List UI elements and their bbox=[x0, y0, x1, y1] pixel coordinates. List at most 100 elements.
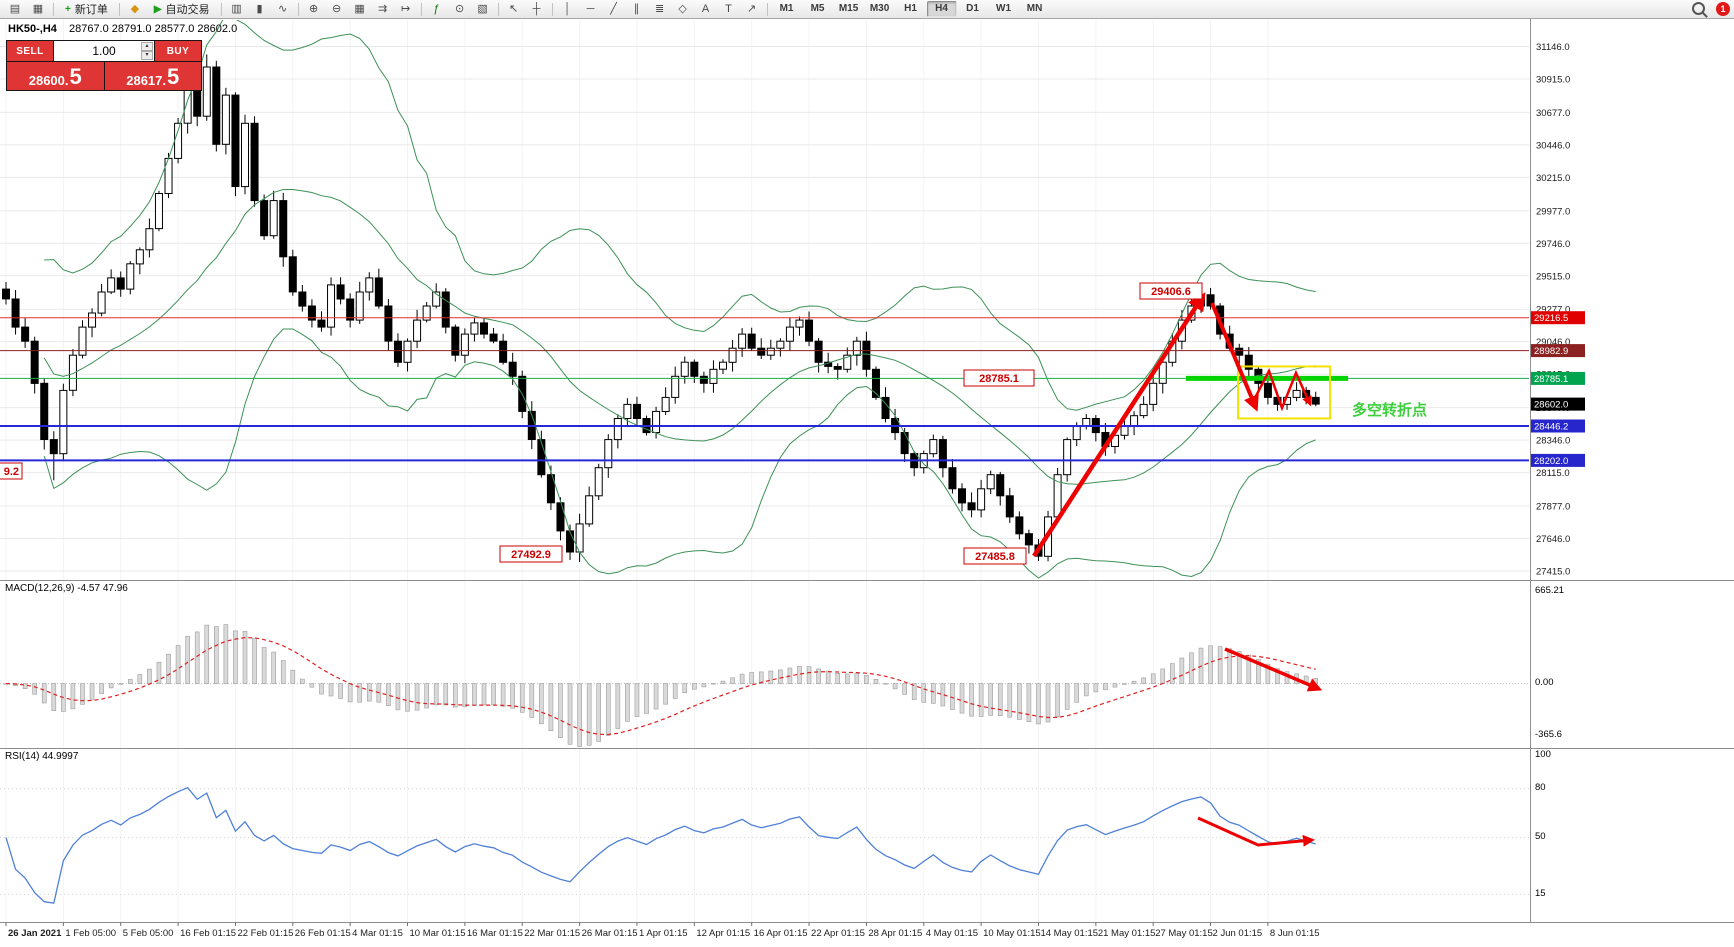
candlestick-mode-icon[interactable]: ▮ bbox=[256, 2, 263, 15]
rsi-scale-50: 50 bbox=[1535, 831, 1546, 842]
sell-price-main: 28600. bbox=[28, 73, 69, 88]
svg-text:30446.0: 30446.0 bbox=[1536, 140, 1570, 151]
price-tag: 28202.0 bbox=[1531, 453, 1585, 467]
svg-text:28785.1: 28785.1 bbox=[1534, 374, 1568, 385]
vertical-gridlines bbox=[5, 20, 1269, 922]
timeframe-w1[interactable]: W1 bbox=[996, 3, 1012, 14]
text-icon[interactable]: A bbox=[701, 2, 710, 15]
rsi-scale-15: 15 bbox=[1535, 888, 1546, 899]
timeframe-h1[interactable]: H1 bbox=[904, 3, 917, 14]
chart-shift-icon[interactable]: ↦ bbox=[400, 2, 411, 15]
svg-text:31146.0: 31146.0 bbox=[1536, 42, 1570, 53]
sell-price-pip: 5 bbox=[69, 64, 82, 90]
timeframe-m1[interactable]: M1 bbox=[779, 3, 794, 14]
channel-icon[interactable]: ∥ bbox=[633, 2, 640, 15]
buy-button[interactable]: BUY bbox=[155, 41, 201, 61]
macd-decline-arrow[interactable] bbox=[1224, 647, 1323, 692]
periods-icon[interactable]: ⊙ bbox=[454, 2, 465, 15]
timeframe-mn[interactable]: MN bbox=[1026, 3, 1043, 14]
price-axis[interactable]: 31146.0 30915.0 30677.0 30446.0 30215.0 29977… bbox=[1531, 42, 1585, 577]
timeframe-h4[interactable]: H4 bbox=[926, 1, 957, 17]
volume-input[interactable]: 1.00 ▴ ▾ bbox=[54, 41, 154, 61]
peak-price-label[interactable]: 29406.6 bbox=[1139, 282, 1203, 300]
axis-column-bg bbox=[1529, 19, 1734, 922]
rsi-scale-100: 100 bbox=[1535, 749, 1551, 760]
candlesticks bbox=[2, 54, 1320, 562]
svg-text:22 Feb 01:15: 22 Feb 01:15 bbox=[237, 928, 293, 939]
timeframe-m15[interactable]: M15 bbox=[838, 3, 859, 14]
svg-text:10 Mar 01:15: 10 Mar 01:15 bbox=[410, 928, 466, 939]
rsi-decline-arrow[interactable] bbox=[1197, 816, 1315, 847]
svg-text:28602.0: 28602.0 bbox=[1534, 400, 1568, 411]
svg-text:29406.6: 29406.6 bbox=[1151, 286, 1191, 298]
expert-advisors-icon[interactable]: ◆ bbox=[130, 2, 140, 15]
svg-text:28 Apr 01:15: 28 Apr 01:15 bbox=[868, 928, 922, 939]
vertical-line-icon[interactable]: │ bbox=[564, 2, 571, 15]
timeframe-m30[interactable]: M30 bbox=[869, 3, 890, 14]
notification-badge[interactable]: 1 bbox=[1716, 2, 1730, 16]
svg-text:26 Jan 2021: 26 Jan 2021 bbox=[8, 928, 62, 939]
turning-point-text: 多空转折点 bbox=[1352, 401, 1427, 419]
sell-price[interactable]: 28600. 5 bbox=[7, 62, 104, 90]
macd-signal-line bbox=[5, 636, 1316, 736]
rsi-title: RSI(14) 44.9997 bbox=[5, 751, 79, 762]
svg-text:27646.0: 27646.0 bbox=[1536, 534, 1570, 545]
svg-text:16 Mar 01:15: 16 Mar 01:15 bbox=[467, 928, 523, 939]
arrows-icon[interactable]: ↗ bbox=[746, 2, 757, 15]
label-icon[interactable]: T bbox=[725, 2, 732, 15]
toolbar-separator bbox=[420, 2, 422, 16]
buy-price[interactable]: 28617. 5 bbox=[104, 62, 201, 90]
templates-icon[interactable]: ▧ bbox=[477, 2, 488, 15]
macd-scale-bottom: -365.6 bbox=[1535, 729, 1562, 740]
horizontal-level-lines[interactable] bbox=[0, 317, 1529, 462]
search-icon[interactable] bbox=[1692, 1, 1705, 15]
consolidation-box bbox=[1237, 365, 1331, 420]
new-chart-icon[interactable]: ▤ bbox=[9, 2, 21, 15]
fibonacci-icon[interactable]: ≣ bbox=[654, 2, 665, 15]
march-low-label[interactable]: 27492.9 bbox=[499, 545, 563, 563]
timeframe-d1[interactable]: D1 bbox=[966, 3, 979, 14]
svg-text:28115.0: 28115.0 bbox=[1536, 468, 1570, 479]
tile-windows-icon[interactable]: ▦ bbox=[354, 2, 365, 15]
sell-button[interactable]: SELL bbox=[7, 41, 53, 61]
horizontal-line-icon[interactable]: ─ bbox=[586, 2, 595, 15]
symbol-info: HK50-,H4 28767.0 28791.0 28577.0 28602.0 bbox=[8, 23, 237, 35]
svg-text:30915.0: 30915.0 bbox=[1536, 74, 1570, 85]
toolbar-separator bbox=[53, 2, 54, 16]
svg-text:29046.0: 29046.0 bbox=[1536, 337, 1570, 348]
timeframe-m5[interactable]: M5 bbox=[810, 3, 825, 14]
crosshair-icon[interactable]: ┼ bbox=[532, 2, 541, 15]
line-chart-mode-icon[interactable]: ∿ bbox=[277, 2, 288, 15]
bollinger-lower bbox=[43, 328, 1316, 579]
chart-annotations[interactable]: 多空转折点 29406.6 28785.1 27492.9 27485.8 9.2 bbox=[0, 282, 1427, 565]
zigzag-arrow bbox=[1254, 367, 1312, 412]
svg-text:29515.0: 29515.0 bbox=[1536, 271, 1570, 282]
level-price-label[interactable]: 28785.1 bbox=[963, 369, 1035, 387]
zoom-out-icon[interactable]: ⊖ bbox=[331, 2, 342, 15]
spin-up-icon[interactable]: ▴ bbox=[141, 42, 153, 51]
chart-profiles-icon[interactable]: ▦ bbox=[32, 2, 44, 15]
clipped-price-label[interactable]: 9.2 bbox=[0, 462, 23, 480]
shapes-icon[interactable]: ◇ bbox=[678, 2, 687, 15]
bar-chart-mode-icon[interactable]: ▥ bbox=[231, 2, 242, 15]
time-axis[interactable]: 26 Jan 2021 1 Feb 05:00 5 Feb 05:00 16 Feb … bbox=[5, 922, 1320, 939]
svg-text:28785.1: 28785.1 bbox=[979, 373, 1019, 385]
new-order-button[interactable]: + 新订单 bbox=[58, 1, 115, 18]
svg-text:27 May 01:15: 27 May 01:15 bbox=[1155, 928, 1213, 939]
bollinger-bands bbox=[43, 20, 1316, 579]
indicators-icon[interactable]: ƒ bbox=[433, 2, 440, 15]
auto-scroll-icon[interactable]: ⇉ bbox=[377, 2, 388, 15]
svg-text:27492.9: 27492.9 bbox=[511, 549, 551, 561]
volume-spinner[interactable]: ▴ ▾ bbox=[141, 42, 153, 60]
cursor-icon[interactable]: ↖ bbox=[508, 2, 519, 15]
may-low-label[interactable]: 27485.8 bbox=[963, 547, 1027, 565]
auto-trading-button[interactable]: ▶ 自动交易 bbox=[147, 1, 217, 18]
svg-text:5 Feb 05:00: 5 Feb 05:00 bbox=[123, 928, 174, 939]
spin-down-icon[interactable]: ▾ bbox=[141, 51, 153, 60]
svg-text:14 May 01:15: 14 May 01:15 bbox=[1040, 928, 1098, 939]
rsi-indicator bbox=[0, 786, 1529, 904]
svg-text:21 May 01:15: 21 May 01:15 bbox=[1098, 928, 1156, 939]
trendline-icon[interactable]: ╱ bbox=[610, 2, 617, 15]
zoom-in-icon[interactable]: ⊕ bbox=[308, 2, 319, 15]
